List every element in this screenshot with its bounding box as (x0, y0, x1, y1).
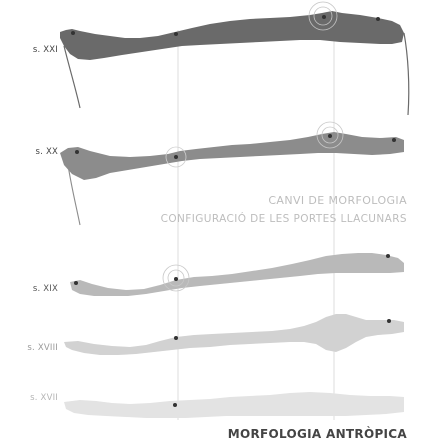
marker-dot (328, 134, 332, 138)
marker-dot (387, 319, 391, 323)
band-xxi-tail-left (63, 45, 81, 109)
marker-dot (392, 138, 396, 142)
marker-dot (376, 17, 380, 21)
caption-line-1: CANVI DE MORFOLOGIA (268, 194, 407, 207)
band-xix-shape (70, 253, 404, 296)
marker-dot (75, 150, 79, 154)
marker-dot (174, 32, 178, 36)
port-ring-xix (162, 264, 190, 292)
marker-dot (173, 403, 177, 407)
band-xxi (60, 1, 410, 116)
port-ring-xx (316, 121, 344, 149)
marker-dot (322, 15, 326, 19)
band-xviii (64, 314, 404, 355)
marker-dot (74, 281, 78, 285)
band-xxi-tail-right (403, 32, 410, 116)
marker-dot (174, 336, 178, 340)
row-label-xvii: s. XVII (30, 393, 58, 403)
caption-line-2: CONFIGURACIÓ DE LES PORTES LLACUNARS (160, 213, 407, 225)
port-ring-xx-inner (321, 126, 339, 144)
port-ring-xxi-inner (313, 6, 333, 26)
band-xvii-shape (64, 392, 404, 418)
band-xx-tail-left (67, 164, 81, 226)
band-xvii (64, 392, 404, 418)
marker-dot (174, 155, 178, 159)
band-xviii-shape (64, 314, 404, 355)
port-ring-xxi (308, 1, 338, 31)
band-xxi-shape (60, 11, 404, 60)
band-xix (70, 253, 404, 296)
marker-dot (174, 277, 178, 281)
marker-dot (71, 31, 75, 35)
vertical-guides (177, 14, 335, 420)
marker-dot (386, 254, 390, 258)
band-xx (60, 121, 404, 226)
row-label-xxi: s. XXI (32, 45, 58, 55)
row-label-xviii: s. XVIII (27, 343, 58, 353)
row-label-xix: s. XIX (32, 284, 58, 294)
port-ring-xx-left (165, 146, 187, 168)
port-ring-xix-inner (167, 269, 185, 287)
band-xx-shape (60, 132, 404, 180)
bottom-title: MORFOLOGIA ANTRÒPICA (227, 427, 407, 441)
row-label-xx: s. XX (35, 147, 58, 157)
